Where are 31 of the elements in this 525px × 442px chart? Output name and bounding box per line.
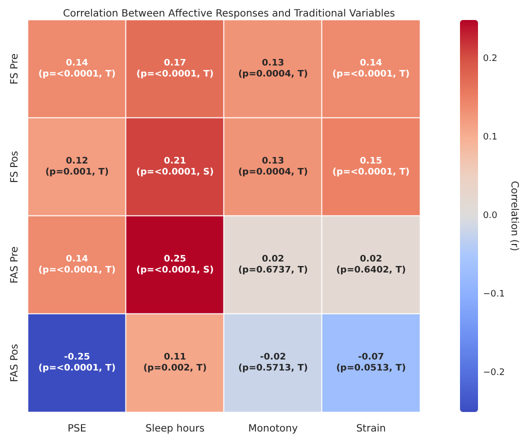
color-bar-label: 0.0 xyxy=(483,211,498,221)
data-label: -0.25 (p=<0.0001, T) xyxy=(38,352,116,374)
data-label: 0.25 (p=<0.0001, S) xyxy=(136,254,214,276)
x-tick-label: Strain xyxy=(356,424,386,434)
data-label: 0.02 (p=0.6402, T) xyxy=(336,254,406,276)
data-label: 0.17 (p=<0.0001, T) xyxy=(136,58,214,80)
data-label: 0.11 (p=0.002, T) xyxy=(143,352,207,374)
data-label: 0.14 (p=<0.0001, T) xyxy=(332,58,410,80)
data-label: 0.12 (p=0.001, T) xyxy=(45,156,109,178)
x-tick-label: Monotony xyxy=(248,424,298,434)
x-tick-label: PSE xyxy=(68,424,86,434)
data-label: 0.14 (p=<0.0001, T) xyxy=(38,254,116,276)
x-tick-label: Sleep hours xyxy=(145,424,205,434)
data-label: 0.15 (p=<0.0001, T) xyxy=(332,156,410,178)
color-bar-label: −0.2 xyxy=(483,368,505,378)
data-label: 0.13 (p=0.0004, T) xyxy=(238,58,308,80)
y-tick-label: FS Pre xyxy=(10,53,20,85)
y-tick-label: FAS Pre xyxy=(10,246,20,284)
color-bar-title: Correlation (r) xyxy=(508,180,520,252)
data-label: 0.21 (p=<0.0001, S) xyxy=(136,156,214,178)
data-label: 0.13 (p=0.0004, T) xyxy=(238,156,308,178)
color-bar-label: −0.1 xyxy=(483,289,505,300)
color-bar-label: 0.1 xyxy=(483,132,498,143)
y-tick-label: FS Pos xyxy=(10,150,20,184)
y-tick-label: FAS Pos xyxy=(10,344,20,382)
color-bar-label: 0.2 xyxy=(483,54,498,64)
data-label: -0.07 (p=0.0513, T) xyxy=(336,352,406,374)
data-label: -0.02 (p=0.5713, T) xyxy=(238,352,308,374)
data-label: 0.14 (p=<0.0001, T) xyxy=(38,58,116,80)
chart-title: Correlation Between Affective Responses and Traditional Variables xyxy=(63,8,395,20)
data-label: 0.02 (p=0.6737, T) xyxy=(238,254,308,276)
